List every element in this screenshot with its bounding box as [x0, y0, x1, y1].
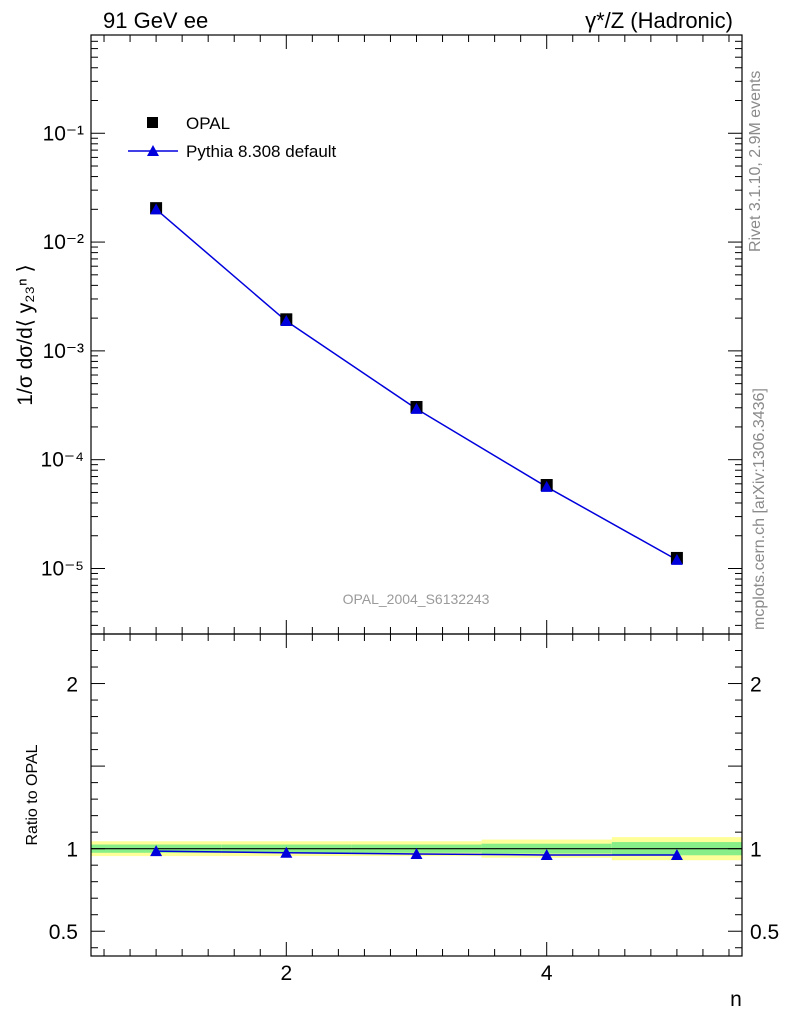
pythia-point — [670, 553, 683, 565]
pythia-line — [155, 208, 678, 561]
ratio-pythia-point — [280, 846, 293, 858]
rivet-version-label: Rivet 3.1.10, 2.9M events — [747, 71, 764, 252]
ratio-pythia-point — [410, 847, 423, 859]
pythia-point — [150, 203, 163, 215]
ratio-pythia-point — [670, 848, 683, 860]
pythia-point — [540, 480, 553, 492]
ratio-plot-panel: 0.5 0.5 1 1 2 2 2 4 Ratio to OPAL n — [24, 633, 779, 1011]
main-y-tick-label: 10⁻⁴ — [41, 449, 84, 472]
ratio-y-tick-label: 2 — [66, 674, 78, 697]
legend-pythia-label: Pythia 8.308 default — [186, 142, 337, 161]
ratio-y-tick-label-right: 1 — [750, 839, 762, 862]
legend-opal-label: OPAL — [186, 114, 230, 133]
ratio-pythia-point — [540, 848, 553, 860]
main-y-axis-title: 1/σ dσ/d⟨ y₂₃ⁿ ⟩ — [14, 264, 37, 405]
ratio-y-tick-label: 1 — [66, 839, 78, 862]
ratio-plot-frame — [90, 633, 743, 957]
source-label: mcplots.cern.ch [arXiv:1306.3436] — [751, 388, 768, 630]
main-y-tick-label: 10⁻² — [43, 231, 84, 254]
ratio-y-axis-title: Ratio to OPAL — [24, 744, 41, 845]
pythia-point — [410, 402, 423, 414]
header-right-title: γ*/Z (Hadronic) — [585, 8, 733, 33]
legend-pythia-marker — [147, 145, 159, 156]
main-y-tick-label: 10⁻¹ — [43, 122, 84, 145]
legend-opal-marker — [147, 117, 158, 128]
legend: OPAL Pythia 8.308 default — [128, 114, 337, 161]
main-y-tick-label: 10⁻³ — [43, 340, 84, 363]
analysis-watermark: OPAL_2004_S6132243 — [343, 591, 490, 607]
ratio-y-tick-label-right: 2 — [750, 674, 762, 697]
ratio-y-tick-label: 0.5 — [49, 921, 78, 944]
ratio-x-tick-label: 4 — [541, 962, 553, 985]
header-left-title: 91 GeV ee — [103, 8, 208, 33]
ratio-pythia-point — [150, 845, 163, 857]
ratio-x-tick-label: 2 — [280, 962, 292, 985]
ratio-y-tick-label-right: 0.5 — [750, 921, 779, 944]
pythia-point — [280, 315, 293, 327]
main-y-tick-label: 10⁻⁵ — [41, 557, 84, 580]
main-plot-panel: 10⁻⁵10⁻⁴10⁻³10⁻²10⁻¹ OPAL_2004_S6132243 … — [14, 34, 743, 635]
x-axis-title: n — [730, 988, 742, 1011]
